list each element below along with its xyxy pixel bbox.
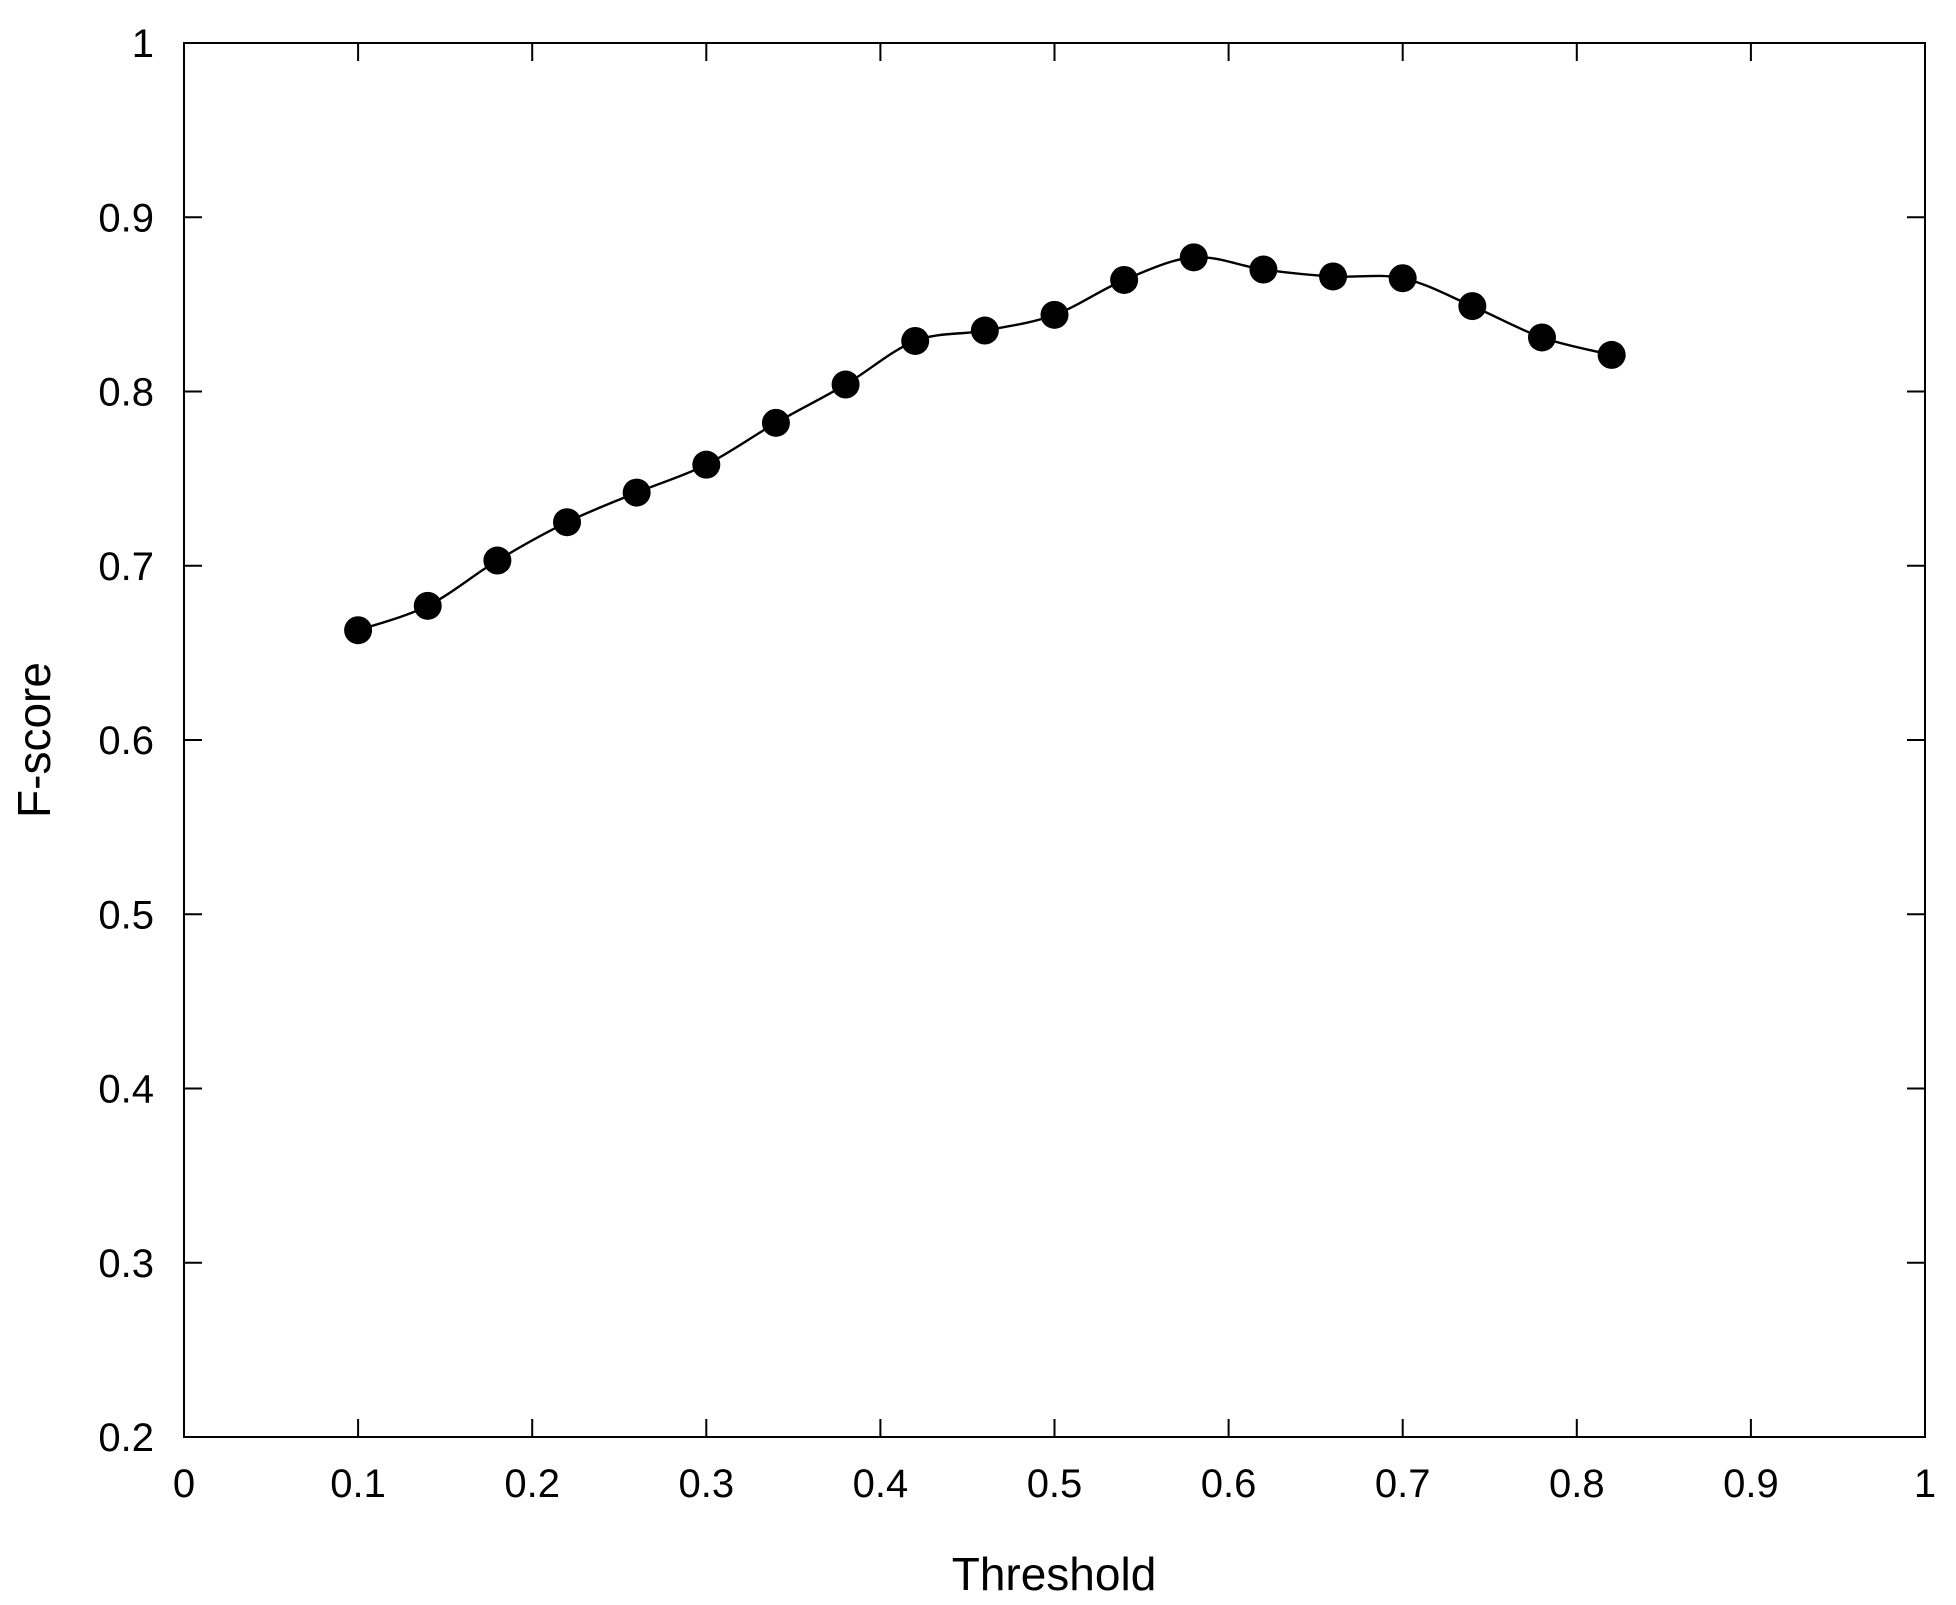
data-point	[1458, 292, 1487, 321]
x-tick-label: 0.1	[330, 1462, 386, 1506]
data-point	[692, 450, 721, 479]
data-point	[1388, 264, 1417, 293]
x-tick-label: 0.6	[1201, 1462, 1257, 1506]
y-tick-label: 0.6	[98, 719, 154, 763]
data-point	[901, 326, 930, 355]
y-tick-label: 0.2	[98, 1416, 154, 1460]
x-tick-label: 1	[1914, 1462, 1936, 1506]
data-point	[483, 546, 512, 575]
data-point	[622, 478, 651, 507]
data-point	[1179, 243, 1208, 272]
x-tick-label: 0.2	[504, 1462, 560, 1506]
y-axis-title: F-score	[8, 662, 60, 818]
data-point	[344, 616, 373, 645]
y-ticks: 0.2 0.3 0.4 0.5 0.6 0.7 0.8 0.9 1	[98, 22, 1925, 1460]
data-point	[1249, 255, 1278, 284]
x-tick-label: 0.8	[1549, 1462, 1605, 1506]
data-points	[344, 243, 1626, 645]
x-tick-label: 0.9	[1723, 1462, 1779, 1506]
x-tick-label: 0	[173, 1462, 195, 1506]
data-point	[1597, 340, 1626, 369]
y-tick-label: 0.9	[98, 196, 154, 240]
x-tick-label: 0.4	[853, 1462, 909, 1506]
series-line	[357, 255, 1626, 632]
data-point	[970, 316, 999, 345]
data-point	[1110, 265, 1139, 294]
x-tick-label: 0.7	[1375, 1462, 1431, 1506]
data-point	[1527, 323, 1556, 352]
y-tick-label: 0.7	[98, 545, 154, 589]
data-point	[553, 508, 582, 537]
y-tick-label: 0.8	[98, 371, 154, 415]
data-point	[413, 591, 442, 620]
x-tick-label: 0.5	[1027, 1462, 1083, 1506]
data-point	[761, 408, 790, 437]
x-axis-title: Threshold	[952, 1548, 1157, 1600]
plot-frame	[183, 42, 1926, 1438]
y-tick-label: 0.3	[98, 1242, 154, 1286]
x-ticks: 0 0.1 0.2 0.3 0.4 0.5 0.6 0.7 0.8 0.9 1	[173, 43, 1936, 1506]
data-point	[1319, 262, 1348, 291]
data-point	[831, 370, 860, 399]
y-tick-label: 0.4	[98, 1068, 154, 1112]
y-tick-label: 1	[132, 22, 154, 66]
x-tick-label: 0.3	[678, 1462, 734, 1506]
data-point	[1040, 300, 1069, 329]
y-tick-label: 0.5	[98, 893, 154, 937]
